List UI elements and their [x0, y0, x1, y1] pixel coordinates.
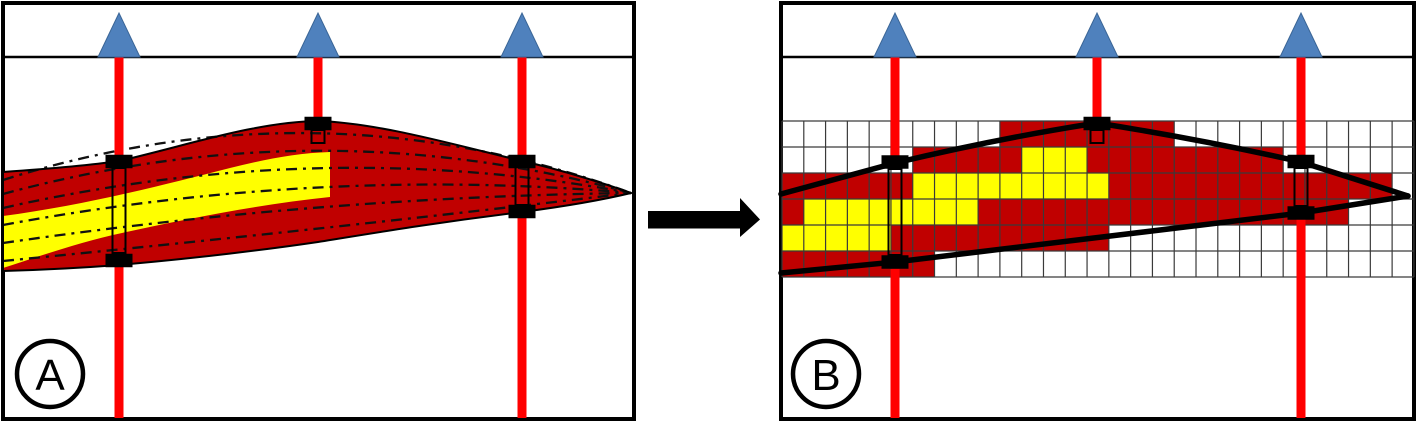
perforation-marker	[881, 255, 909, 269]
bedding-line	[2, 183, 632, 227]
reservoir-outline	[2, 119, 635, 273]
well-line	[1092, 57, 1102, 117]
perforation-marker	[105, 253, 133, 268]
well-line	[890, 269, 900, 418]
perforation-marker	[508, 204, 536, 219]
bedding-line	[2, 191, 632, 263]
grid-cell-run	[912, 173, 1109, 199]
well-line	[114, 57, 124, 155]
panel-a-label-circle	[14, 338, 86, 410]
transform-arrow	[648, 198, 760, 237]
wellhead-triangle-icon	[500, 11, 544, 58]
perforation-marker	[881, 155, 909, 169]
grid-cell-run	[782, 225, 891, 251]
channel-sand-body	[3, 152, 330, 268]
wellbore-interval	[887, 168, 903, 256]
well-line	[313, 57, 323, 117]
panel-b-label: B	[811, 351, 840, 400]
wellhead-triangle-icon	[1075, 11, 1119, 58]
well-line	[890, 57, 900, 156]
panel-b-label-circle	[790, 338, 862, 410]
perforation-marker	[1083, 116, 1111, 131]
well-line	[1296, 57, 1306, 156]
wellhead-triangle-icon	[873, 11, 917, 58]
wellhead-triangle-icon	[97, 11, 141, 58]
horizon-outline-bottom	[778, 193, 1411, 276]
well-line	[517, 57, 527, 155]
well-line	[1296, 219, 1306, 418]
perforation-marker	[105, 154, 133, 169]
wellhead-triangle-icon	[296, 11, 340, 58]
grid-cell-run	[1021, 147, 1088, 173]
right-arrow-icon	[648, 198, 760, 237]
grid-cell-run	[782, 199, 804, 225]
wellhead-triangle-icon	[1279, 11, 1323, 58]
bedding-line	[2, 149, 632, 196]
well-line	[114, 267, 124, 418]
panel-b	[778, 1, 1416, 421]
perforation-marker	[1287, 206, 1315, 220]
perforation-marker	[304, 116, 332, 131]
grid-cell-run	[912, 147, 1022, 173]
bedding-line	[2, 166, 632, 210]
panel-a	[1, 1, 636, 421]
perforation-marker	[1287, 154, 1315, 169]
perforation-marker	[508, 154, 536, 169]
bedding-line	[2, 191, 632, 245]
panel-a-label: A	[35, 351, 65, 400]
well-line	[517, 217, 527, 418]
